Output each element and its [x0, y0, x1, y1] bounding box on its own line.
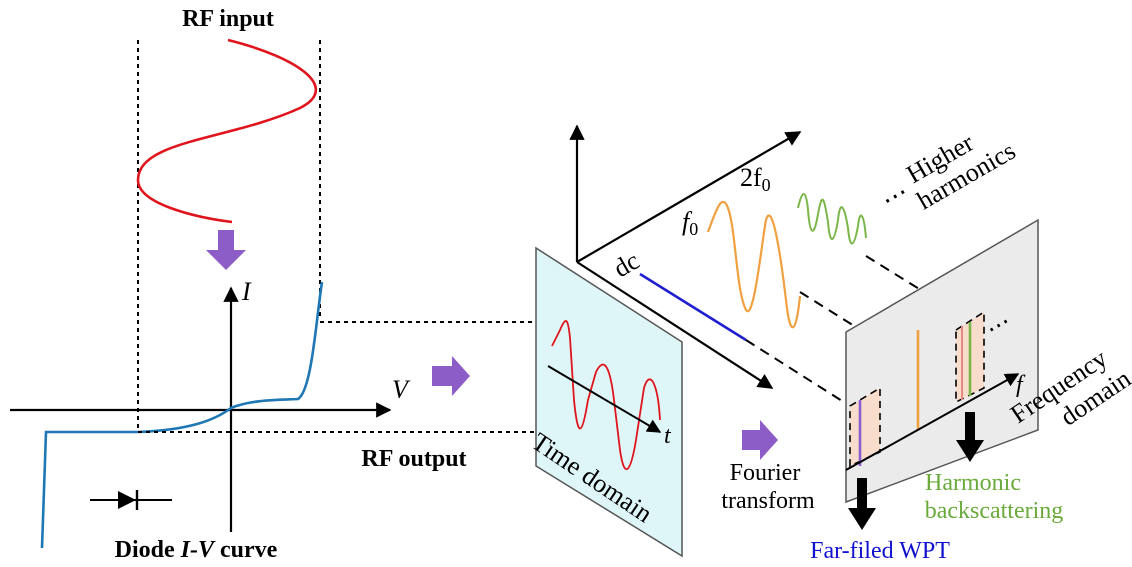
diode-caption-iv: I-V — [180, 537, 216, 563]
purple-right-arrow-2 — [742, 420, 778, 460]
higher-harmonics-label: Higher harmonics — [898, 112, 1020, 216]
fourier-line1: Fourier — [730, 460, 801, 486]
frequency-domain-section: f ⋯ Frequency domain Harmonic backscatte… — [810, 218, 1132, 564]
f0-wave — [706, 200, 802, 329]
f0-sub: 0 — [689, 219, 698, 239]
diode-caption-prefix: Diode — [115, 537, 181, 563]
frequency-domain-panel — [845, 218, 1039, 504]
two-f0-sub: 0 — [762, 175, 771, 195]
harmonic-line2: backscattering — [925, 498, 1064, 524]
time-axis-line — [547, 365, 662, 433]
axis-i-label: I — [241, 277, 252, 306]
time-domain-wave — [551, 320, 661, 471]
harmonic-down-arrow — [956, 412, 984, 462]
rf-output-label: RF output — [361, 446, 466, 472]
time-domain-section: t Time domain — [527, 246, 683, 558]
far-field-down-arrow — [848, 478, 876, 530]
f0-label: f0 — [682, 207, 698, 239]
axis-v-label: V — [392, 375, 411, 404]
diode-symbol-icon — [90, 490, 172, 510]
far-field-label: Far-filed WPT — [810, 538, 950, 564]
iv-curve — [40, 281, 324, 549]
harmonic-projection — [865, 255, 967, 319]
axis-f-label: f — [1016, 372, 1026, 398]
frequency-axis — [576, 261, 774, 389]
frequency-f-axis — [845, 373, 1020, 471]
dc-label: dc — [609, 246, 645, 283]
diode-caption: Diode I-V curve — [115, 537, 278, 563]
diode-caption-suffix: curve — [214, 537, 278, 563]
harmonic-backscattering-label: Harmonic backscattering — [925, 470, 1064, 524]
harmonic-line1: Harmonic — [925, 470, 1021, 496]
purple-down-arrow — [206, 230, 246, 270]
dc-projection — [745, 339, 851, 407]
fourier-line2: transform — [721, 488, 815, 514]
iv-section: RF input I V RF output Diode I-V curve — [10, 6, 566, 563]
fourier-label: Fourier transform — [721, 460, 815, 514]
rf-input-label: RF input — [182, 6, 274, 32]
depth-axis — [576, 131, 802, 263]
dc-line — [639, 272, 747, 342]
higher-dots: ⋯ — [877, 177, 914, 215]
rf-input-wave — [136, 38, 317, 224]
f0-base: f — [682, 207, 693, 236]
two-f0-base: 2f — [740, 163, 762, 192]
purple-right-arrow-1 — [432, 356, 470, 396]
two-f0-label: 2f0 — [740, 163, 771, 195]
harmonic-wave — [797, 193, 867, 245]
time-axis-label: t — [664, 423, 672, 449]
